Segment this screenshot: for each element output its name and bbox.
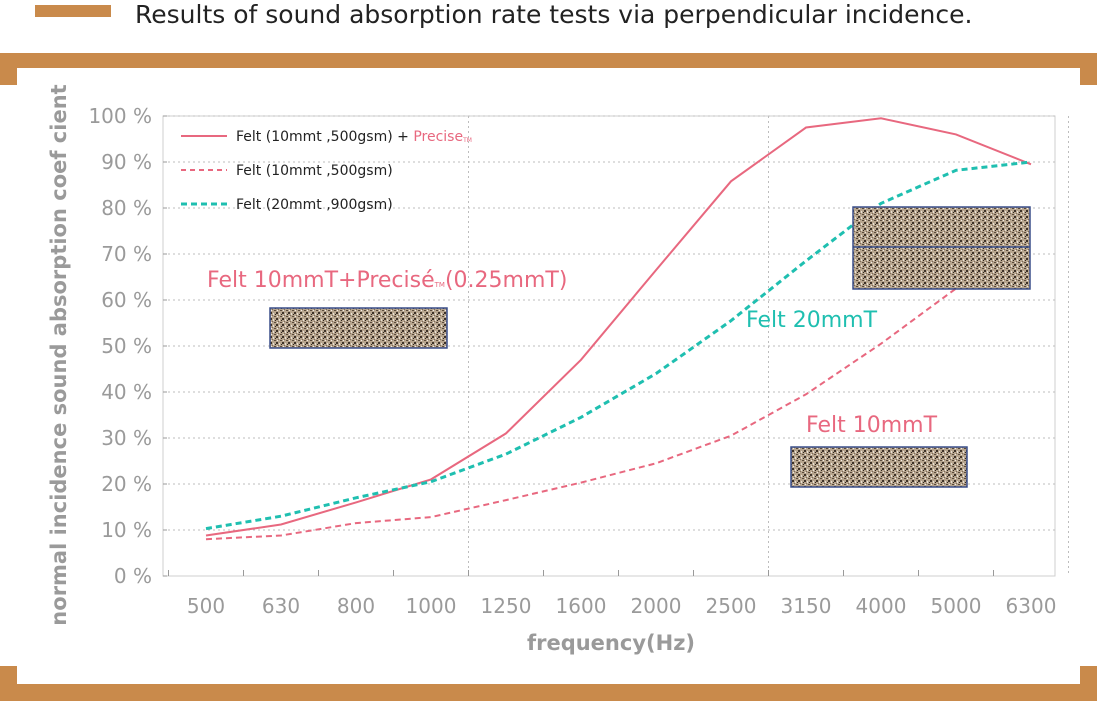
- legend-label-series-1-tm: TM: [462, 137, 472, 144]
- sample-felt-20mm-image: [852, 206, 1031, 290]
- legend-label-series-1: Felt (10mmt ,500gsm) +: [236, 129, 413, 145]
- series-line-3: [205, 160, 1032, 531]
- gridlines: [163, 115, 1069, 576]
- x-axis-title: frequency(Hz): [527, 631, 695, 655]
- y-axis-ticks: 0 % 10 % 20 % 30 % 40 % 50 % 60 % 70 % 80 % 90 % 1…: [88, 104, 167, 588]
- legend-label-series-2: Felt (10mmt ,500gsm): [236, 163, 393, 179]
- annotation-felt-precise-tm: TM: [434, 281, 445, 289]
- y-tick-label: 90 %: [101, 150, 152, 174]
- y-tick-label: 30 %: [101, 426, 152, 450]
- sample-felt-10mm-image: [790, 446, 968, 488]
- y-tick-label: 40 %: [101, 380, 152, 404]
- x-tick-label: 800: [337, 594, 375, 618]
- x-tick-label: 3150: [781, 594, 832, 618]
- y-tick-label: 100 %: [88, 104, 152, 128]
- x-tick-label: 2500: [706, 594, 757, 618]
- sample-felt-precise-image: [269, 307, 448, 349]
- y-tick-label: 80 %: [101, 196, 152, 220]
- x-tick-label: 5000: [931, 594, 982, 618]
- series-layer: [205, 117, 1032, 541]
- x-tick-label: 4000: [856, 594, 907, 618]
- annotation-felt-20mm: Felt 20mmT: [746, 308, 878, 333]
- y-tick-label: 20 %: [101, 472, 152, 496]
- svg-text:Felt (10mmt ,500gsm) + Precise: Felt (10mmt ,500gsm) + PreciseTM: [236, 129, 472, 145]
- legend-label-series-1-suffix: Precise: [413, 129, 463, 145]
- y-tick-label: 0 %: [114, 564, 152, 588]
- svg-text:Felt 10mmT+PreciséTM(0.25mmT): Felt 10mmT+PreciséTM(0.25mmT): [207, 268, 567, 293]
- y-tick-label: 60 %: [101, 288, 152, 312]
- header-accent-bar: [35, 5, 111, 17]
- frame-bottom-left-corner: [0, 666, 17, 701]
- x-tick-label: 1250: [481, 594, 532, 618]
- y-tick-label: 50 %: [101, 334, 152, 358]
- legend-label-series-3: Felt (20mmt ,900gsm): [236, 197, 393, 213]
- x-tick-label: 2000: [631, 594, 682, 618]
- frame-top-left-corner: [0, 53, 17, 85]
- x-tick-label: 500: [187, 594, 225, 618]
- frame-bottom-border: [0, 684, 1097, 701]
- x-tick-label: 630: [262, 594, 300, 618]
- annotation-felt-10mm: Felt 10mmT: [806, 413, 938, 438]
- y-axis-title: normal incidence sound absorption coef c…: [47, 84, 71, 625]
- frame-bottom-right-corner: [1080, 666, 1097, 701]
- annotation-felt-precise: Felt 10mmT+Precisé: [207, 268, 435, 293]
- page-title: Results of sound absorption rate tests v…: [135, 0, 973, 29]
- legend: Felt (10mmt ,500gsm) + PreciseTM Felt (1…: [181, 129, 472, 213]
- series-line-1: [205, 117, 1032, 537]
- annotation-felt-precise-tail: (0.25mmT): [445, 268, 567, 293]
- x-tick-label: 1000: [406, 594, 457, 618]
- frame-top-right-corner: [1080, 53, 1097, 85]
- y-tick-label: 10 %: [101, 518, 152, 542]
- x-tick-label: 6300: [1006, 594, 1057, 618]
- x-axis-ticks: 500 630 800 1000 1250 1600 2000 2500 3150 4000 500…: [168, 570, 1057, 618]
- y-tick-label: 70 %: [101, 242, 152, 266]
- frame-top-border: [0, 53, 1097, 68]
- x-tick-label: 1600: [556, 594, 607, 618]
